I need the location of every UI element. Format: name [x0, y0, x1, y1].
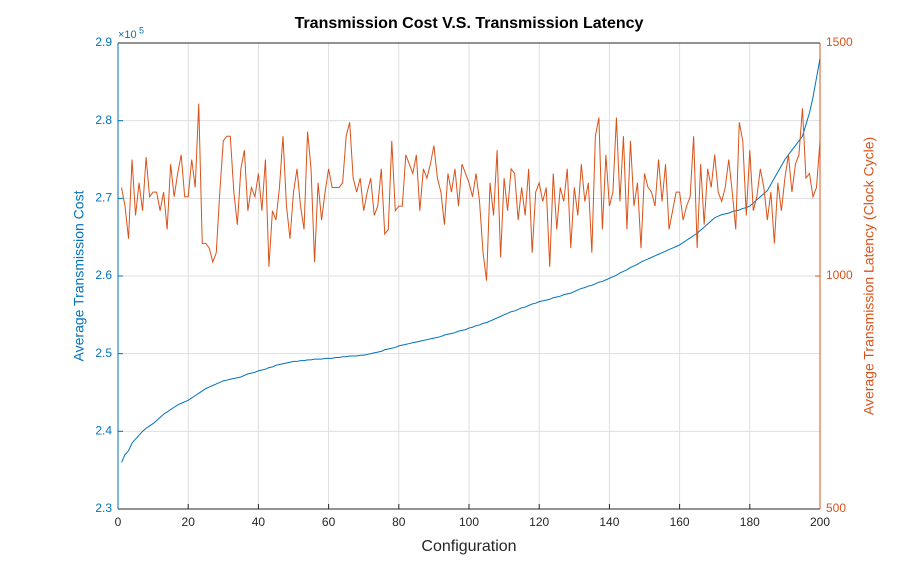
y2-tick-label: 1000 [826, 268, 853, 282]
y2-tick-label: 1500 [826, 35, 853, 49]
x-tick-label: 140 [599, 515, 619, 529]
x-axis-label: Configuration [421, 538, 516, 555]
y-axis-label: Average Transmission Cost [71, 190, 87, 361]
x-tick-label: 80 [392, 515, 406, 529]
chart-title: Transmission Cost V.S. Transmission Late… [295, 15, 644, 32]
x-tick-label: 0 [115, 515, 122, 529]
y-tick-label: 2.9 [95, 35, 112, 49]
x-tick-label: 200 [810, 515, 830, 529]
x-tick-label: 180 [740, 515, 760, 529]
x-tick-label: 120 [529, 515, 549, 529]
x-tick-label: 160 [670, 515, 690, 529]
x-tick-label: 60 [322, 515, 336, 529]
y2-axis-label: Average Transmission Latency (Clock Cycl… [861, 137, 877, 415]
x-tick-label: 40 [252, 515, 266, 529]
y-tick-label: 2.4 [95, 424, 112, 438]
y2-tick-label: 500 [826, 501, 846, 515]
x-tick-label: 20 [182, 515, 196, 529]
y-tick-label: 2.6 [95, 268, 112, 282]
y-tick-label: 2.3 [95, 501, 112, 515]
y-tick-label: 2.7 [95, 191, 112, 205]
y-exponent: 5 [139, 25, 144, 35]
x-tick-label: 100 [459, 515, 479, 529]
y-exponent-base: ×10 [118, 29, 137, 41]
line-series [121, 103, 821, 281]
y-tick-label: 2.5 [95, 346, 112, 360]
y-tick-label: 2.8 [95, 113, 112, 127]
line-series [121, 58, 821, 463]
